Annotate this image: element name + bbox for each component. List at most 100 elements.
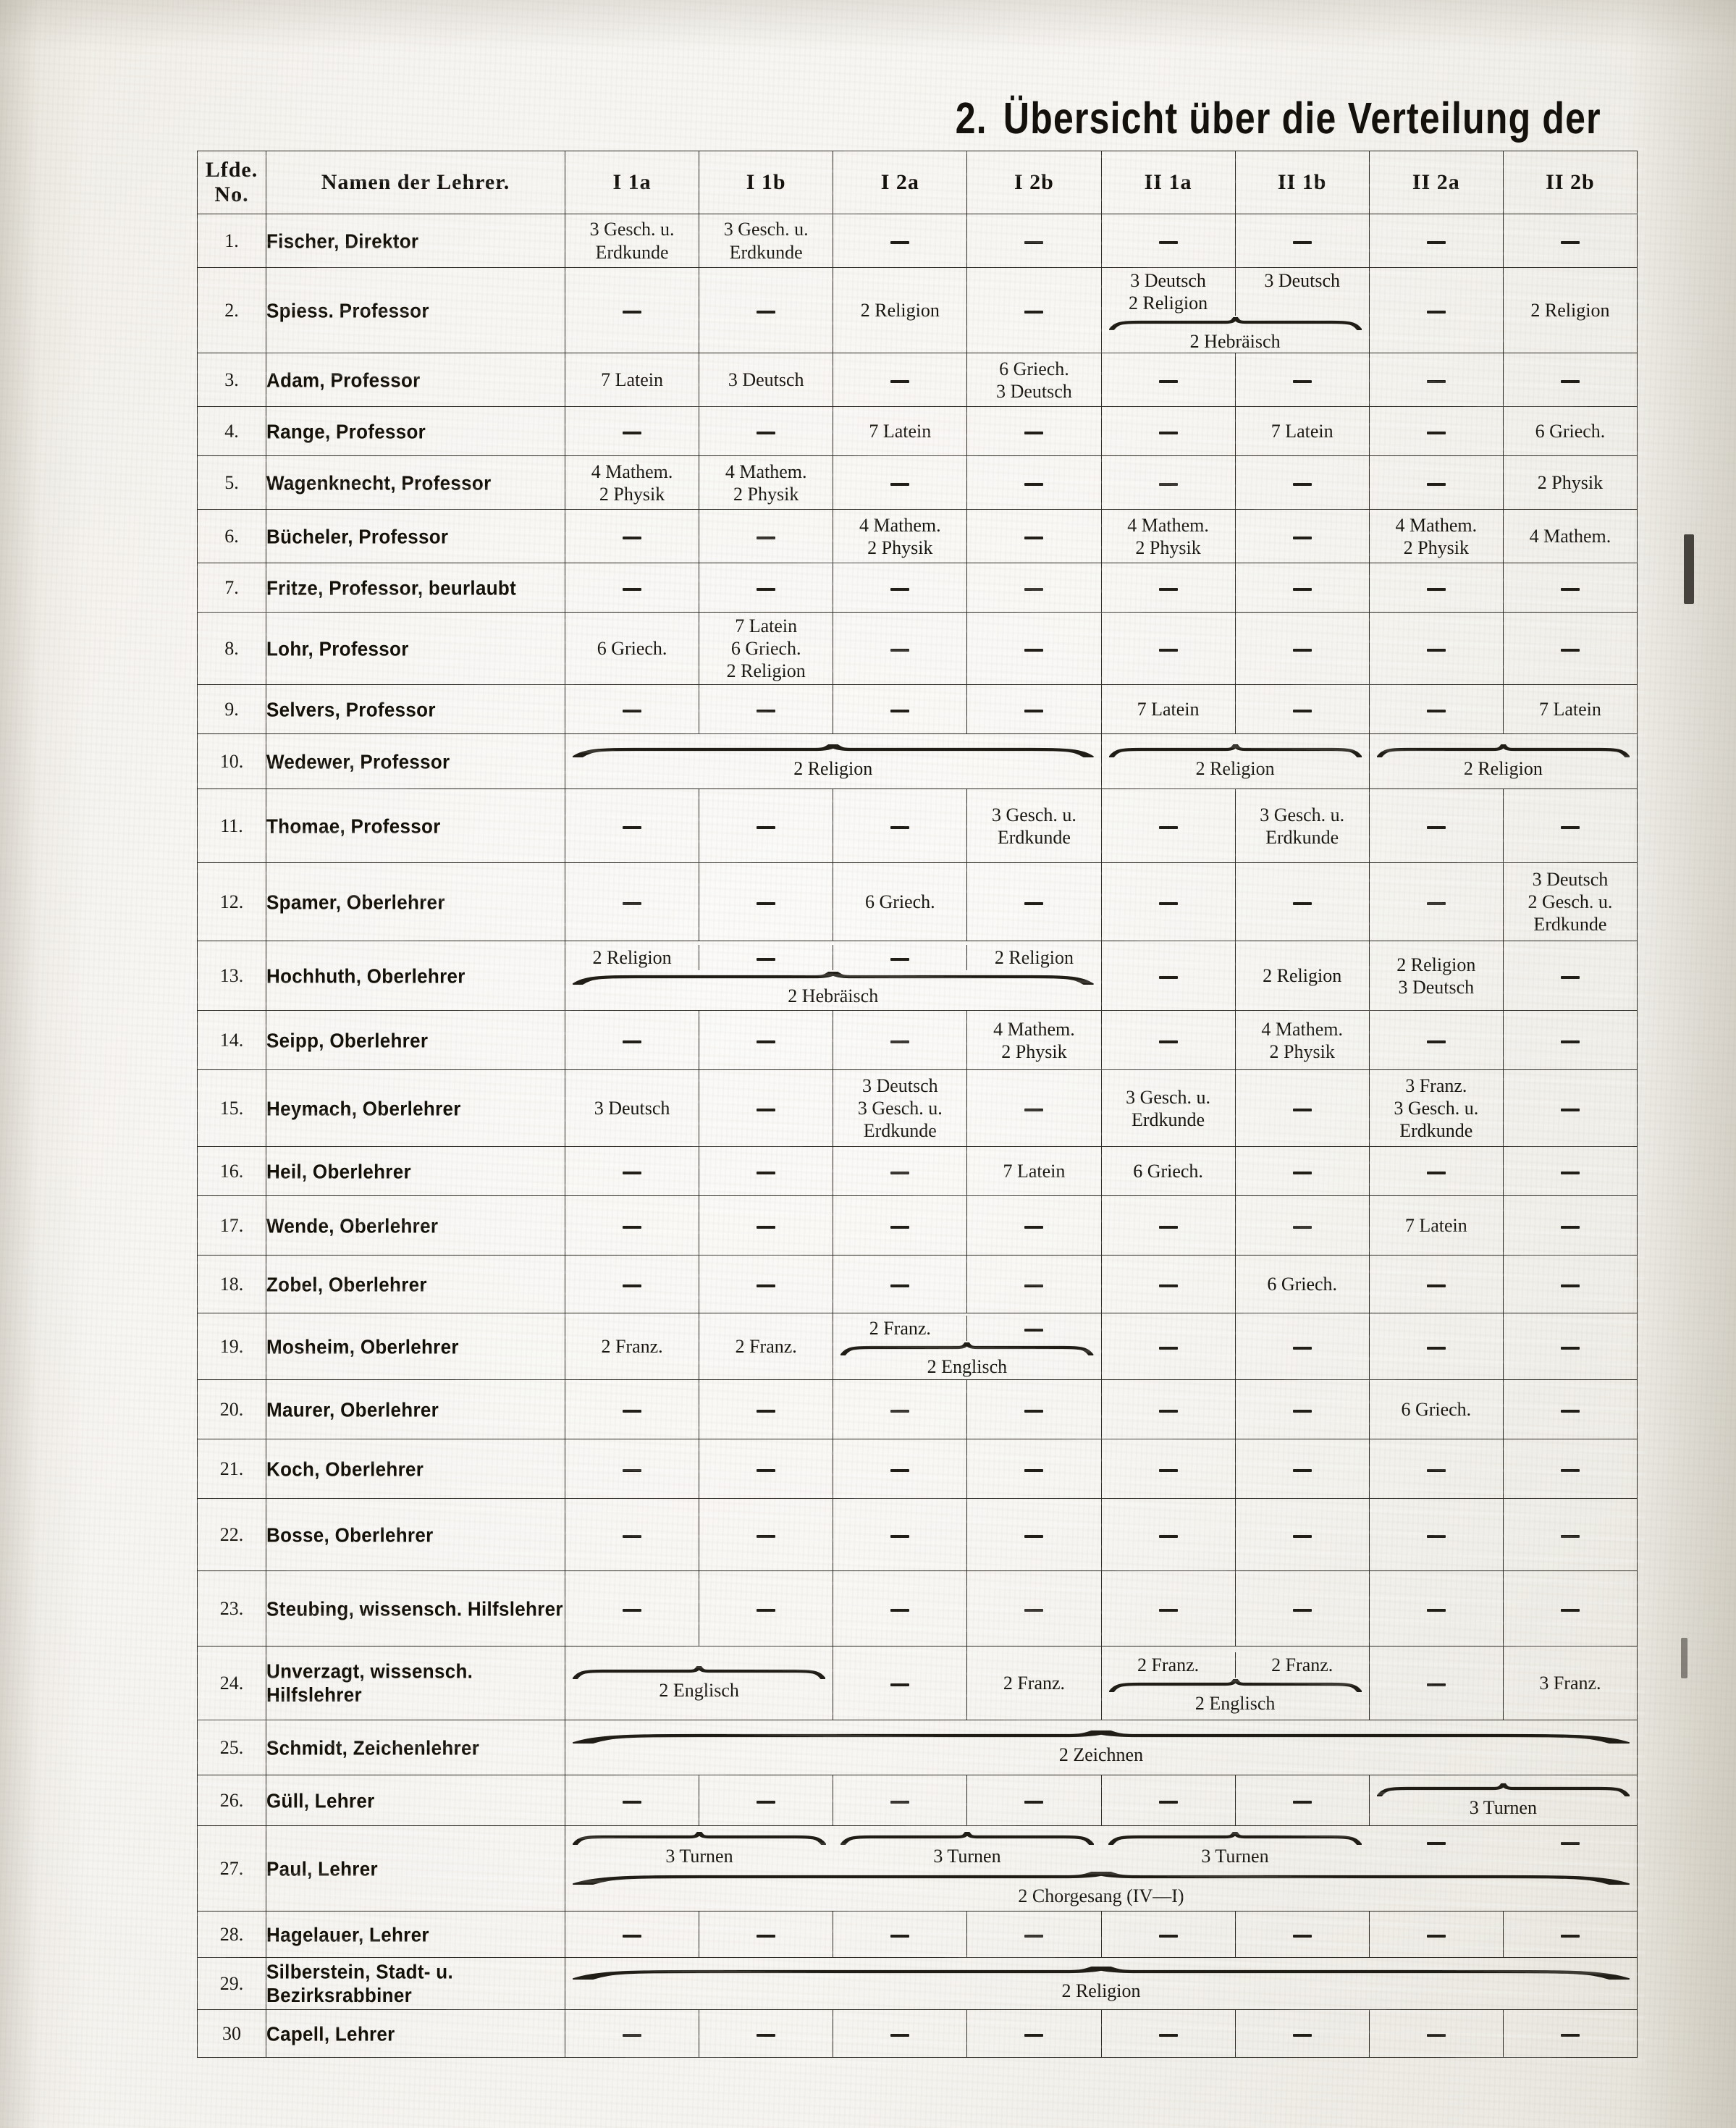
cell-line	[699, 525, 833, 547]
brace-label: 2 Religion	[1463, 758, 1543, 780]
cell-line: 3 Deutsch	[1532, 868, 1609, 890]
empty-dash-icon	[1560, 1535, 1580, 1539]
teacher-distribution-table: Lfde. No. Namen der Lehrer. I 1a I 1b I …	[197, 151, 1638, 2059]
cell-value	[1502, 1570, 1638, 1647]
cell-line	[967, 698, 1100, 720]
table-row: 1. Fischer, Direktor 3 Gesch. u. Erdkunde 3 …	[197, 212, 1638, 269]
brace-icon	[573, 1871, 1630, 1885]
empty-dash-icon	[1024, 902, 1044, 906]
table-row: 30 Capell, Lehrer	[197, 2008, 1638, 2059]
cell-value	[1368, 353, 1504, 408]
cell-value	[833, 1911, 968, 1959]
empty-dash-icon	[1024, 2034, 1044, 2037]
teacher-name-cell: Spiess. Professor	[266, 265, 565, 356]
cell-line: 3 Gesch. u.	[589, 219, 675, 240]
cell-value	[564, 1195, 700, 1256]
cell-line	[1102, 964, 1235, 987]
cell-line	[1236, 891, 1369, 913]
cell-line: 3 Deutsch	[594, 1098, 670, 1119]
brace-label: 2 Englisch	[1194, 1692, 1276, 1714]
brace-row-upper: 3 Turnen 3 Turnen 3 Turnen	[565, 1830, 1637, 1867]
empty-dash-icon	[1560, 1109, 1580, 1112]
cell-line: Erdkunde	[1399, 1120, 1473, 1142]
empty-dash-icon	[890, 588, 910, 592]
cell-value	[1100, 214, 1236, 268]
cell-line: 2 Physik	[867, 537, 933, 558]
empty-dash-icon	[1560, 380, 1580, 384]
cell-line	[1504, 964, 1637, 987]
cell-line	[1236, 1458, 1369, 1480]
cell-value	[966, 563, 1102, 613]
cell-value	[833, 684, 968, 735]
cell-line: 6 Griech.	[1133, 1161, 1203, 1182]
cell-value	[1100, 406, 1236, 457]
brace-group-cell: 2 Franz. 2 Franz. 2 Englisch	[1100, 1646, 1370, 1721]
table-row: 8. Lohr, Professor 6 Griech. 7 Latein 6 Grie…	[197, 610, 1638, 687]
empty-dash-icon	[1158, 240, 1178, 244]
cell-value	[1100, 1570, 1236, 1647]
cell-line: 2 Religion	[726, 660, 806, 682]
cell-value: 3 Franz.	[1502, 1646, 1638, 1721]
cell-value: 3 Deutsch	[1236, 268, 1369, 316]
cell-value	[966, 406, 1102, 457]
cell-line	[1102, 576, 1235, 599]
empty-dash-icon	[757, 1609, 776, 1612]
cell-value	[1100, 1313, 1236, 1381]
empty-dash-icon	[1024, 537, 1044, 540]
cell-value	[1100, 1775, 1236, 1827]
empty-dash-icon	[1292, 1226, 1312, 1229]
brace-group-cell: 2 Religion 2 Religion 2 Hebräisch	[565, 941, 1102, 1012]
cell-line	[1504, 1214, 1637, 1237]
brace-icon	[573, 971, 1094, 985]
brace-label: 2 Religion	[1195, 758, 1275, 780]
cell-value	[1502, 1498, 1638, 1572]
cell-line	[565, 525, 699, 547]
cell-value	[966, 1775, 1102, 1827]
cell-value: 2 Franz.	[699, 1313, 834, 1381]
cell-value	[967, 1316, 1100, 1341]
empty-dash-icon	[1560, 1841, 1580, 1845]
teacher-name-cell: Hochhuth, Oberlehrer	[266, 938, 565, 1013]
cell-line	[1504, 1273, 1637, 1295]
cell-value	[699, 266, 834, 354]
teacher-name-cell: Thomae, Professor	[266, 786, 565, 865]
cell-value	[699, 1911, 834, 1959]
cell-line: 4 Mathem.	[1261, 1018, 1344, 1040]
cell-value	[1502, 1195, 1638, 1256]
cell-line	[833, 1789, 966, 1812]
cell-line: Erdkunde	[595, 241, 669, 263]
table-row: 21. Koch, Oberlehrer	[197, 1437, 1638, 1501]
empty-dash-icon	[1292, 710, 1312, 713]
cell-value	[699, 1146, 834, 1197]
cell-value	[1502, 1069, 1638, 1148]
cell-value: 4 Mathem. 2 Physik	[966, 1010, 1102, 1071]
cell-line	[699, 1789, 833, 1812]
cell-value	[1502, 1255, 1638, 1314]
column-header-class-ii1a: II 1a	[1100, 151, 1236, 214]
row-number: 14.	[197, 1010, 266, 1071]
cell-line: 6 Griech.	[597, 638, 667, 660]
cell-value	[1234, 563, 1370, 613]
cell-value: 7 Latein	[833, 406, 968, 457]
cell-value	[699, 1498, 834, 1572]
empty-dash-icon	[1426, 311, 1446, 314]
cell-line	[1102, 1923, 1235, 1946]
empty-dash-icon	[1158, 2034, 1178, 2037]
empty-dash-icon	[1292, 1535, 1312, 1539]
cell-value	[833, 455, 968, 510]
cell-line: 2 Religion	[1263, 965, 1342, 987]
cell-line	[565, 299, 699, 321]
cell-value: 7 Latein	[1368, 1195, 1504, 1256]
cell-line	[967, 1789, 1100, 1812]
cell-value: 3 Franz. 3 Gesch. u. Erdkunde	[1368, 1069, 1504, 1148]
cell-line	[967, 1097, 1100, 1119]
teacher-name-cell: Hagelauer, Lehrer	[266, 1909, 565, 1959]
brace-icon	[840, 1342, 1094, 1355]
brace-group-cell: 3 Turnen 3 Turnen 3 Turnen 2 Chorgesang (IV…	[565, 1825, 1638, 1912]
cell-value: 3 Deutsch 2 Religion	[1102, 268, 1236, 316]
row-number: 21.	[197, 1439, 266, 1500]
cell-value	[699, 944, 834, 970]
column-header-class-i1b: I 1b	[699, 151, 834, 214]
empty-dash-icon	[1158, 483, 1178, 487]
empty-dash-icon	[1426, 1040, 1446, 1044]
